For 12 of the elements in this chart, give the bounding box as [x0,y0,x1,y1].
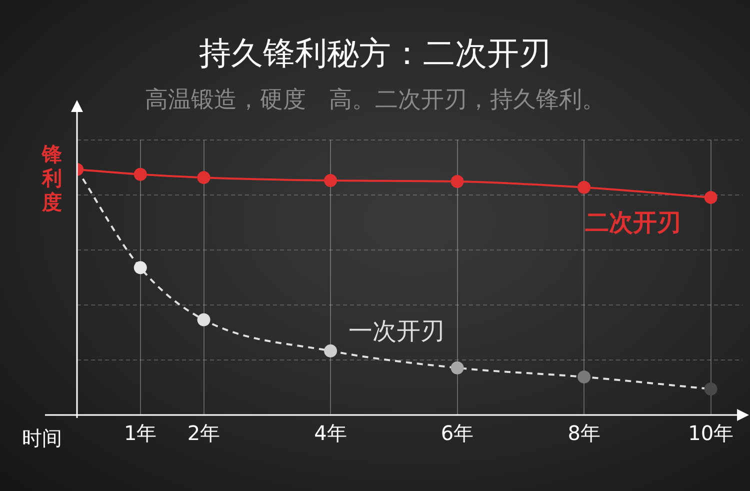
y-axis-title: 锋利度 [41,142,62,214]
x-axis-title: 时间 [22,426,62,450]
x-tick-label: 8年 [568,421,600,446]
x-tick-label: 6年 [440,421,474,446]
series-label: 二次开刃 [584,208,681,237]
series-label: 一次开刃 [348,317,445,346]
chart-subtitle: 高温锻造，硬度 高。二次开刃，持久锋利。 [144,86,606,115]
x-tick-label: 4年 [314,421,347,446]
x-tick-label: 2年 [187,421,220,446]
x-tick-label: 10年 [688,421,734,446]
x-tick-label: 1年 [124,421,157,446]
chart-title: 持久锋利秘方：二次开刃 [198,33,552,74]
